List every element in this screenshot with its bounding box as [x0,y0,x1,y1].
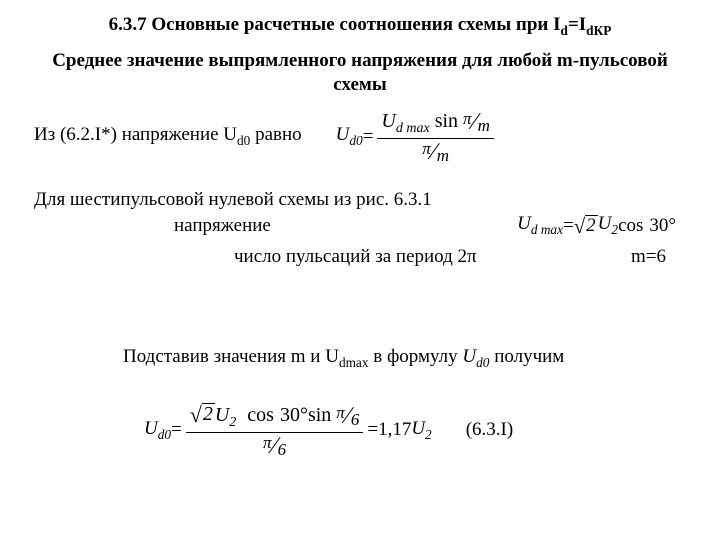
section-title: 6.3.7 Основные расчетные соотношения схе… [34,14,686,39]
equation-6-3-I-row: Ud0 = √2U2 cos30°sin π∕6 π∕6 = 1,17 U2 (… [144,403,686,457]
line-pulsations: число пульсаций за период 2π m=6 [34,246,686,268]
title-eq: = [568,14,579,35]
equation-udmax: Ud max = √2 U2 cos30° [517,213,676,238]
title-sub1: d [561,23,568,38]
section-number: 6.3.7 [109,14,147,35]
label-pulsations: число пульсаций за период 2π [234,246,477,268]
line-udmax: напряжение Ud max = √2 U2 cos30° [34,213,686,238]
line-substitute: Подставив значения m и Udmax в формулу U… [104,324,686,393]
value-m6: m=6 [631,246,666,268]
title-var1: I [553,14,560,35]
section-text: Основные расчетные соотношения схемы при [151,14,553,35]
label-voltage: напряжение [174,215,271,237]
heading-avg-voltage: Среднее значение выпрямленного напряжени… [34,49,686,97]
line-six-pulse: Для шестипульсовой нулевой схемы из рис.… [34,189,686,211]
title-sub2: dКР [586,23,611,38]
equation-ud0-general: Ud0 = Ud max sin π∕m π∕m [336,110,498,163]
equation-number-6-3-I: (6.3.I) [466,419,513,441]
line-ref-6-2-I: Из (6.2.I*) напряжение Ud0 равно Ud0 = U… [34,110,686,163]
line1-pre: Из (6.2.I*) напряжение Ud0 равно [34,124,302,149]
equation-6-3-I: Ud0 = √2U2 cos30°sin π∕6 π∕6 = 1,17 U2 [144,403,432,457]
